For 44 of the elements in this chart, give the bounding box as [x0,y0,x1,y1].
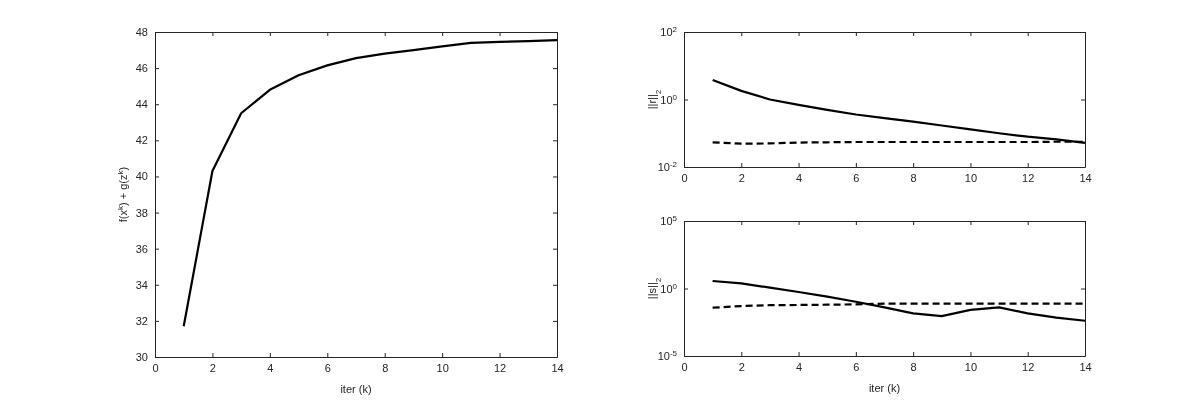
x-tick-label: 0 [681,360,688,373]
x-tick-label: 14 [551,361,564,374]
x-tick-label: 4 [267,361,274,374]
x-tick-label: 12 [1022,171,1035,184]
x-tick-label: 6 [324,361,331,374]
y-tick-label: 10$^{-5}$ [657,348,678,363]
line-series [711,279,1087,322]
x-tick-label: 4 [796,171,803,184]
x-axis-title: iter (k) [340,383,372,395]
line-series [182,39,559,328]
y-tick-label: 42 [135,134,148,147]
y-tick-label: 10$^{0}$ [660,92,678,106]
x-tick-label: 2 [738,360,745,373]
y-tick-label: 48 [135,26,148,39]
y-tick-label: 38 [135,206,148,219]
x-tick-label: 6 [853,171,860,184]
y-tick-label: 44 [135,98,148,111]
y-tick-label: 34 [135,278,148,291]
x-tick-label: 12 [1022,360,1035,373]
x-tick-label: 4 [796,360,803,373]
x-tick-label: 2 [209,361,216,374]
y-tick-label: 10$^{-2}$ [657,159,678,174]
x-tick-label: 2 [738,171,745,184]
x-tick-label: 10 [436,361,449,374]
x-tick-label: 6 [853,360,860,373]
x-tick-label: 0 [681,171,688,184]
y-tick-label: 40 [135,170,148,183]
x-tick-label: 10 [964,171,978,184]
x-tick-label: 14 [1079,171,1092,184]
x-tick-label: 12 [493,361,507,374]
x-tick-label: 8 [910,171,917,184]
x-tick-label: 8 [382,361,389,374]
y-tick-label: 10$^{0}$ [660,281,678,295]
y-tick-label: 30 [135,351,148,364]
x-tick-label: 14 [1079,360,1092,373]
x-axis-title: iter (k) [868,382,901,394]
x-tick-label: 8 [910,360,917,373]
x-tick-label: 0 [152,361,159,374]
x-tick-label: 10 [964,360,978,373]
y-tick-label: 10$^{2}$ [660,24,678,39]
y-tick-label: 10$^{5}$ [660,213,678,228]
y-tick-label: 36 [135,242,148,255]
y-tick-label: 32 [135,314,148,327]
y-tick-label: 46 [135,62,148,75]
